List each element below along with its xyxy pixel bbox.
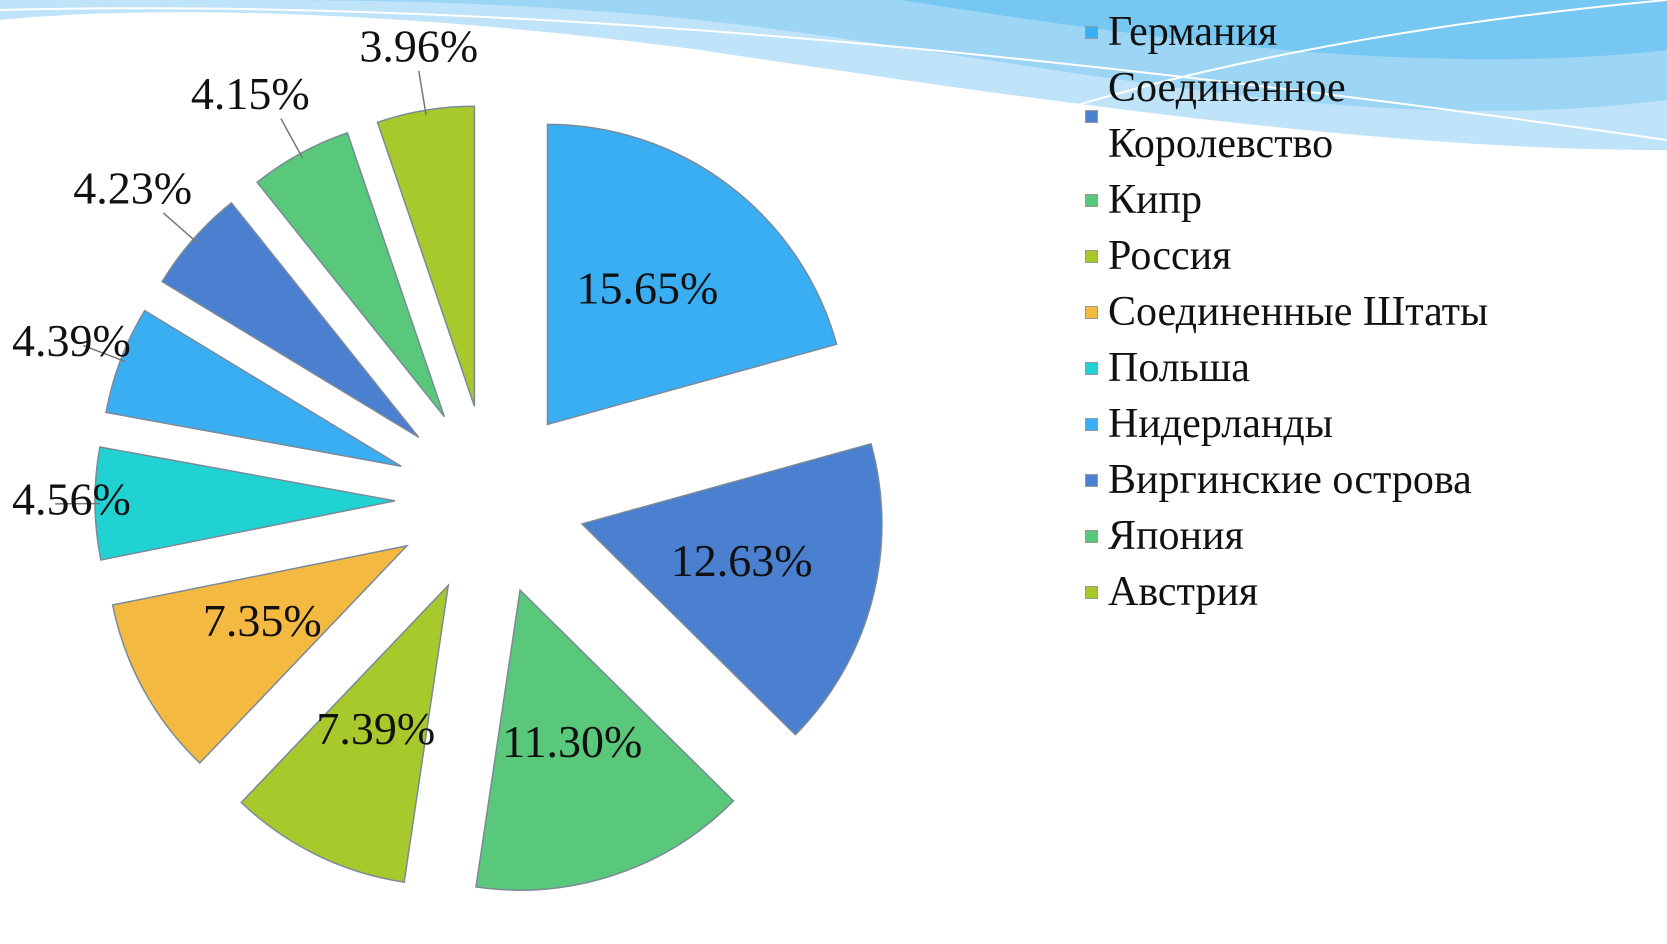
slice (94, 446, 396, 561)
leader-line (83, 344, 126, 363)
legend-swatch (1085, 249, 1098, 263)
legend-swatch (1085, 109, 1098, 123)
legend-swatch (1085, 529, 1098, 543)
legend-item: Австрия (1085, 564, 1565, 620)
legend-label: Виргинские острова (1108, 457, 1472, 503)
legend-item: Кипр (1085, 172, 1565, 228)
slices (94, 105, 883, 891)
slice (240, 583, 450, 883)
slice (580, 442, 883, 736)
legend-item: Соединенные Штаты (1085, 284, 1565, 340)
legend-label: Австрия (1108, 569, 1259, 615)
slice (475, 588, 735, 891)
legend-label: Соединенное Королевство (1108, 65, 1346, 167)
leader-line (418, 70, 427, 116)
data-label: 7.39% (316, 703, 435, 754)
background-waves (0, 0, 1667, 150)
legend-item: Виргинские острова (1085, 452, 1565, 508)
data-label: 15.65% (576, 263, 718, 314)
legend-item: Нидерланды (1085, 396, 1565, 452)
slice (111, 544, 409, 765)
legend: Германия Соединенное Королевство Кипр Росси… (1085, 4, 1565, 620)
legend-label: Германия (1108, 9, 1278, 55)
leader-line (162, 212, 198, 244)
data-label: 12.63% (671, 535, 813, 586)
legend-swatch (1085, 305, 1098, 319)
legend-item: Соединенное Королевство (1085, 60, 1565, 172)
legend-label: Нидерланды (1108, 401, 1333, 447)
slice (546, 123, 838, 426)
data-label: 4.56% (12, 473, 131, 524)
legend-swatch (1085, 473, 1098, 487)
data-label: 4.23% (73, 162, 192, 213)
legend-swatch (1085, 417, 1098, 431)
legend-label: Кипр (1108, 177, 1202, 223)
data-label: 3.96% (359, 20, 478, 71)
legend-label: Россия (1108, 233, 1232, 279)
labels: 15.65% 12.63% 11.30% 7.39% 7.35% 4.56% 4.39% 4.… (12, 20, 813, 767)
data-label: 4.15% (191, 68, 310, 119)
legend-label: Япония (1108, 513, 1244, 559)
legend-label: Польша (1108, 345, 1250, 391)
legend-item: Польша (1085, 340, 1565, 396)
data-label: 4.39% (12, 315, 131, 366)
legend-label: Соединенные Штаты (1108, 289, 1489, 335)
leader-line (280, 118, 304, 159)
legend-swatch (1085, 585, 1098, 599)
legend-item: Германия (1085, 4, 1565, 60)
legend-swatch (1085, 361, 1098, 375)
data-label: 11.30% (502, 716, 642, 767)
data-label: 7.35% (203, 595, 322, 646)
legend-swatch (1085, 25, 1098, 39)
legend-swatch (1085, 193, 1098, 207)
legend-item: Россия (1085, 228, 1565, 284)
legend-item: Япония (1085, 508, 1565, 564)
